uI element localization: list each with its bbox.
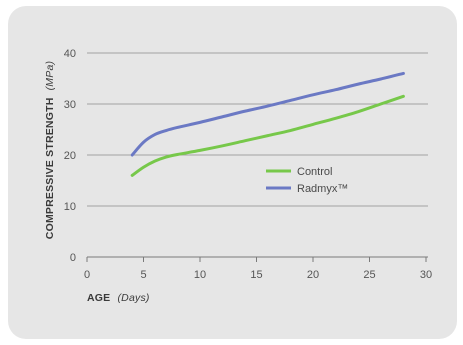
y-tick-label-10: 10 bbox=[64, 201, 76, 213]
x-axis bbox=[86, 257, 427, 262]
chart-card bbox=[8, 6, 457, 339]
gridlines bbox=[87, 52, 428, 258]
series-line-control bbox=[130, 94, 405, 177]
y-tick-label-20: 20 bbox=[64, 150, 76, 162]
x-tick-label-20: 20 bbox=[307, 269, 319, 281]
y-tick-label-40: 40 bbox=[64, 48, 76, 60]
x-tick-label-5: 5 bbox=[140, 269, 146, 281]
y-tick-label-30: 30 bbox=[64, 99, 76, 111]
x-tick-label-15: 15 bbox=[250, 269, 262, 281]
series-line-radmyx bbox=[130, 71, 405, 157]
x-tick-labels: 0 5 10 15 20 25 30 bbox=[84, 269, 432, 281]
x-axis-label: AGE bbox=[87, 292, 110, 304]
legend: Control Radmyx™ bbox=[266, 166, 348, 195]
x-tick-label-10: 10 bbox=[194, 269, 206, 281]
y-tick-label-0: 0 bbox=[70, 252, 76, 264]
y-axis-title: COMPRESSIVE STRENGTH (MPa) bbox=[44, 61, 56, 239]
y-axis-unit: (MPa) bbox=[44, 61, 56, 91]
y-tick-labels: 0 10 20 30 40 bbox=[64, 48, 76, 264]
legend-label-radmyx: Radmyx™ bbox=[297, 183, 348, 195]
x-tick-label-25: 25 bbox=[363, 269, 375, 281]
y-axis-label: COMPRESSIVE STRENGTH bbox=[44, 98, 56, 240]
x-tick-label-0: 0 bbox=[84, 269, 90, 281]
series-lines bbox=[130, 71, 405, 177]
legend-label-control: Control bbox=[297, 166, 332, 178]
x-axis-unit: (Days) bbox=[117, 292, 149, 304]
x-tick-label-30: 30 bbox=[420, 269, 432, 281]
x-axis-title: AGE (Days) bbox=[87, 292, 150, 304]
